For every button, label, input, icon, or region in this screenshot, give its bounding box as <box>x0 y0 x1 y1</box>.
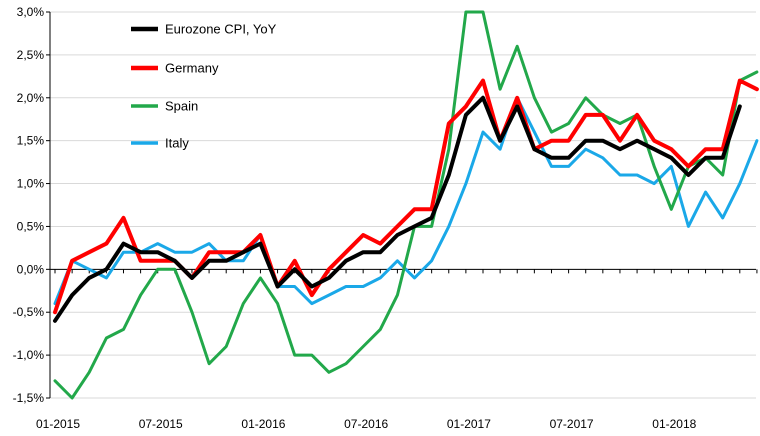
legend-label-eurozone-cpi-yoy: Eurozone CPI, YoY <box>165 22 277 37</box>
legend: Eurozone CPI, YoY Germany Spain Italy <box>131 22 277 151</box>
series-line-spain <box>53 10 759 400</box>
series-line-italy <box>53 96 759 306</box>
series-lines <box>53 10 759 400</box>
legend-label-italy: Italy <box>165 136 189 151</box>
y-tick-label: 2,5% <box>17 48 45 62</box>
x-tick-label: 01-2016 <box>241 417 285 431</box>
y-axis-ticks: -1,5% -1,0% -0,5% 0,0% 0,5% 1,0% 1,5% 2,0% 2,5% 3… <box>13 5 45 405</box>
x-tick-label: 07-2015 <box>139 417 183 431</box>
series-line-germany <box>53 78 759 315</box>
y-tick-label: -0,5% <box>13 305 45 319</box>
y-tick-label: -1,0% <box>13 348 45 362</box>
legend-label-germany: Germany <box>165 61 219 76</box>
y-tick-label: 1,0% <box>17 177 45 191</box>
y-tick-label: 0,5% <box>17 219 45 233</box>
series-line-eurozone-cpi-yoy <box>53 95 742 323</box>
y-tick-label: 0,0% <box>17 262 45 276</box>
x-axis-ticks: 01-2015 07-2015 01-2016 07-2016 01-2017 07-20… <box>36 417 697 431</box>
y-tick-label: 1,5% <box>17 134 45 148</box>
y-tick-label: -1,5% <box>13 391 45 405</box>
x-tick-label: 07-2016 <box>344 417 388 431</box>
legend-label-spain: Spain <box>165 99 198 114</box>
y-tick-label: 2,0% <box>17 91 45 105</box>
x-tick-label: 01-2017 <box>447 417 491 431</box>
x-tick-label: 01-2015 <box>36 417 80 431</box>
y-tick-label: 3,0% <box>17 5 45 19</box>
x-tick-label: 07-2017 <box>550 417 594 431</box>
x-tick-label: 01-2018 <box>652 417 696 431</box>
